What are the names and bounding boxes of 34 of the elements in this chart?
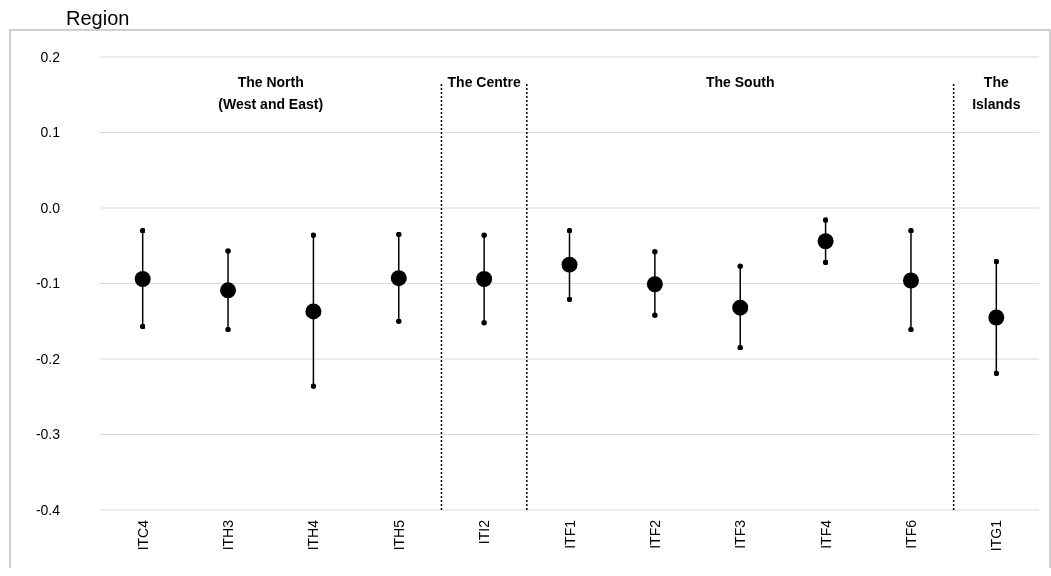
point [902,272,919,289]
point [817,233,834,250]
x-tick-label: ITG1 [988,519,1005,552]
y-tick-label: 0.0 [40,199,61,216]
point [732,299,749,316]
x-tick-label: ITF6 [902,519,919,549]
x-tick-label: ITF2 [646,519,663,549]
y-tick-label: 0.1 [40,124,61,141]
point [646,276,663,293]
point [305,303,322,320]
y-tick-label: 0.2 [40,48,61,65]
point [220,282,237,299]
annotation: The Centre [447,74,521,90]
y-tick-label: -0.1 [35,275,61,292]
y-tick-label: -0.3 [35,426,61,443]
x-tick-label: ITF4 [817,519,834,549]
annotation: The Islands [972,74,1021,112]
x-tick-label: ITF3 [732,519,749,549]
y-tick-label: -0.2 [35,350,61,367]
point [476,270,493,287]
x-tick-label: ITH3 [220,519,237,551]
x-tick-label: ITC4 [134,519,151,551]
point [390,270,407,287]
chart-title: Region [66,7,130,29]
x-tick-label: ITH4 [305,519,322,551]
point [134,270,151,287]
annotation: The North (West and East) [218,74,324,112]
x-tick-label: ITI2 [476,519,493,545]
x-tick-label: ITH5 [390,519,407,551]
point [561,256,578,273]
annotation: The South [706,74,775,90]
x-tick-label: ITF1 [561,519,578,549]
y-tick-label: -0.4 [35,501,61,518]
point [988,309,1005,326]
